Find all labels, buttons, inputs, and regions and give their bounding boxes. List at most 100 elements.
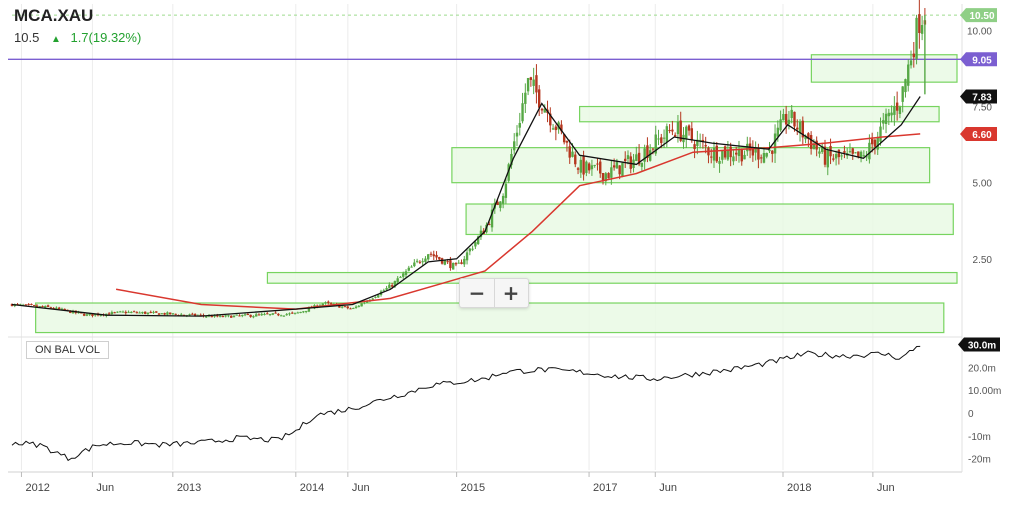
candle-body <box>821 146 824 153</box>
candle-body <box>49 307 53 309</box>
candle-body <box>27 304 30 306</box>
candle-body <box>91 313 94 316</box>
price-label-shape <box>960 89 997 104</box>
candle-body <box>787 119 791 124</box>
candle-body <box>171 313 175 315</box>
candle-body <box>321 303 324 306</box>
candle-body <box>743 154 746 160</box>
candle-body <box>876 137 879 150</box>
candle-body <box>296 312 299 314</box>
candle-body <box>590 165 594 170</box>
candle-body <box>826 149 829 168</box>
obv-line <box>11 345 921 462</box>
price-label-badge: 7.83 <box>960 89 997 104</box>
x-tick-label: 2017 <box>593 482 617 494</box>
price-label-shape <box>960 52 997 67</box>
candle-body <box>55 307 58 309</box>
x-tick-label: 2015 <box>461 482 485 494</box>
candle-body <box>443 260 447 265</box>
candle-body <box>174 313 177 315</box>
candle-body <box>618 165 621 175</box>
candle-body <box>660 137 663 144</box>
x-tick-label: Jun <box>877 482 895 494</box>
candle-body <box>124 311 127 314</box>
candle-body <box>216 315 219 317</box>
candle-body <box>304 310 308 312</box>
candle-body <box>349 308 352 310</box>
candle-body <box>721 150 724 160</box>
zoom-in-button[interactable]: + <box>502 281 520 305</box>
candle-body <box>882 120 885 124</box>
candle-body <box>568 146 571 158</box>
x-tick-label: Jun <box>352 482 370 494</box>
candle-body <box>607 172 610 179</box>
candles <box>10 0 927 319</box>
y-tick-label: 7.50 <box>973 103 993 114</box>
candle-body <box>30 303 33 305</box>
candle-body <box>418 261 422 263</box>
candle-body <box>873 139 877 147</box>
candle-body <box>454 263 458 265</box>
zoom-out-button[interactable]: − <box>460 279 495 307</box>
candle-body <box>221 316 225 318</box>
candle-body <box>648 150 652 161</box>
candle-body <box>377 295 380 298</box>
candle-body <box>751 148 755 156</box>
candle-body <box>526 78 530 92</box>
y-tick-label: 2.50 <box>973 255 993 266</box>
candle-body <box>57 307 61 310</box>
candle-body <box>180 314 183 316</box>
candle-body <box>274 312 277 314</box>
candle-body <box>279 315 283 317</box>
support-zone <box>465 203 954 236</box>
candle-body <box>793 111 796 127</box>
candle-body <box>496 201 499 206</box>
candle-body <box>218 315 222 317</box>
candle-body <box>587 163 591 171</box>
candle-body <box>640 162 644 167</box>
candle-body <box>837 149 841 158</box>
candle-body <box>166 312 169 315</box>
candle-body <box>293 312 297 314</box>
candle-body <box>352 308 355 310</box>
candle-body <box>113 312 116 314</box>
candle-body <box>887 112 891 117</box>
candle-body <box>909 60 913 66</box>
obv-y-tick-label: 0 <box>968 409 974 420</box>
x-tick-label: 2013 <box>177 482 201 494</box>
candle-body <box>687 125 691 131</box>
candle-body <box>729 146 732 158</box>
candle-body <box>357 305 361 307</box>
candle-body <box>130 311 133 313</box>
candle-body <box>160 313 164 315</box>
candle-body <box>135 312 139 314</box>
price-label-badge: 6.60 <box>960 126 997 141</box>
candle-body <box>735 152 738 155</box>
candle-body <box>615 162 619 169</box>
indicator-label[interactable]: ON BAL VOL <box>26 341 110 359</box>
candle-body <box>32 305 36 307</box>
candle-body <box>757 147 760 160</box>
candle-body <box>740 148 743 162</box>
candle-body <box>554 126 558 131</box>
candle-body <box>463 258 466 265</box>
candle-body <box>35 305 39 307</box>
candle-body <box>621 162 624 177</box>
candle-body <box>119 311 122 313</box>
candle-body <box>193 313 197 316</box>
candle-body <box>601 173 605 181</box>
candle-body <box>188 314 191 316</box>
candle-body <box>643 148 646 162</box>
candle-body <box>834 154 838 159</box>
candle-body <box>307 307 311 312</box>
candle-body <box>141 312 144 314</box>
candle-body <box>429 253 433 255</box>
price-label-text: 6.60 <box>972 130 992 141</box>
candle-body <box>413 262 416 267</box>
x-tick-label: 2012 <box>25 482 49 494</box>
support-zone <box>35 302 945 334</box>
candle-body <box>865 156 868 158</box>
candle-body <box>24 304 28 306</box>
candle-body <box>704 145 707 147</box>
